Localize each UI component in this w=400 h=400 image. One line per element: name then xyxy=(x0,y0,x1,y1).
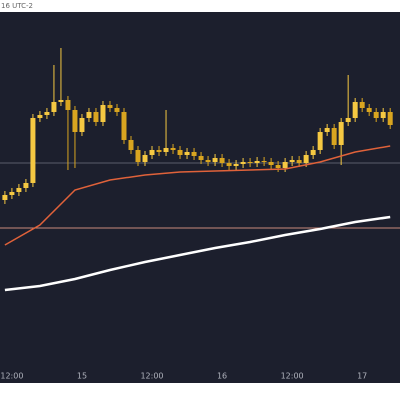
x-tick-label: 12:00 xyxy=(281,372,304,381)
candle-body xyxy=(107,105,113,108)
candle-body xyxy=(359,102,365,108)
candle-body xyxy=(93,112,99,122)
candle-body xyxy=(9,192,15,195)
candle-body xyxy=(135,150,141,162)
candle-body xyxy=(219,158,225,163)
candle-body xyxy=(226,163,232,166)
candle-body xyxy=(121,112,127,140)
candle-body xyxy=(380,112,386,118)
candle-body xyxy=(373,112,379,118)
candle-body xyxy=(338,122,344,145)
candle-body xyxy=(247,162,253,163)
candle-body xyxy=(317,132,323,150)
candle-body xyxy=(79,118,85,132)
candle-body xyxy=(240,162,246,164)
candle-body xyxy=(2,195,8,200)
candle-body xyxy=(163,148,169,152)
candle-body xyxy=(191,152,197,156)
moving-average xyxy=(4,215,391,292)
candle-body xyxy=(212,158,218,162)
candle-body xyxy=(275,165,281,168)
x-tick-label: 17 xyxy=(357,372,367,381)
candle-body xyxy=(44,112,50,115)
subtitle: 16 UTC-2 xyxy=(1,2,33,10)
x-tick-label: 15 xyxy=(77,372,87,381)
candle-body xyxy=(289,160,295,162)
candle-body xyxy=(184,152,190,155)
candle-body xyxy=(100,105,106,122)
candle-body xyxy=(30,118,36,183)
candle-body xyxy=(331,128,337,145)
candle-body xyxy=(51,102,57,112)
candle-body xyxy=(261,161,267,162)
candle-body xyxy=(65,100,71,110)
x-tick-label: 12:00 xyxy=(140,372,163,381)
candle-body xyxy=(324,128,330,132)
candle-body xyxy=(177,150,183,155)
plot-background xyxy=(0,12,400,384)
moving-average xyxy=(4,145,391,246)
candle-body xyxy=(72,110,78,132)
candle-body xyxy=(37,115,43,118)
x-tick-label: 12:00 xyxy=(0,372,23,381)
candle-body xyxy=(296,160,302,163)
candle-body xyxy=(149,150,155,155)
candle-body xyxy=(303,155,309,163)
candle-body xyxy=(352,102,358,118)
candle-body xyxy=(282,162,288,168)
candle-body xyxy=(156,150,162,152)
candle-body xyxy=(205,160,211,162)
candle-body xyxy=(86,112,92,118)
candle-body xyxy=(16,188,22,192)
candle-body xyxy=(58,100,64,102)
candle-body xyxy=(23,183,29,188)
x-tick-label: 16 xyxy=(217,372,227,381)
candle-body xyxy=(366,108,372,112)
candle-body xyxy=(142,155,148,162)
candle-body xyxy=(254,161,260,163)
candle-body xyxy=(310,150,316,155)
candle-body xyxy=(268,162,274,165)
candle-body xyxy=(233,164,239,166)
candle-body xyxy=(198,156,204,160)
candle-body xyxy=(345,118,351,122)
candle-body xyxy=(128,140,134,150)
candle-body xyxy=(114,108,120,112)
candle-body xyxy=(387,112,393,125)
candle-body xyxy=(170,148,176,150)
